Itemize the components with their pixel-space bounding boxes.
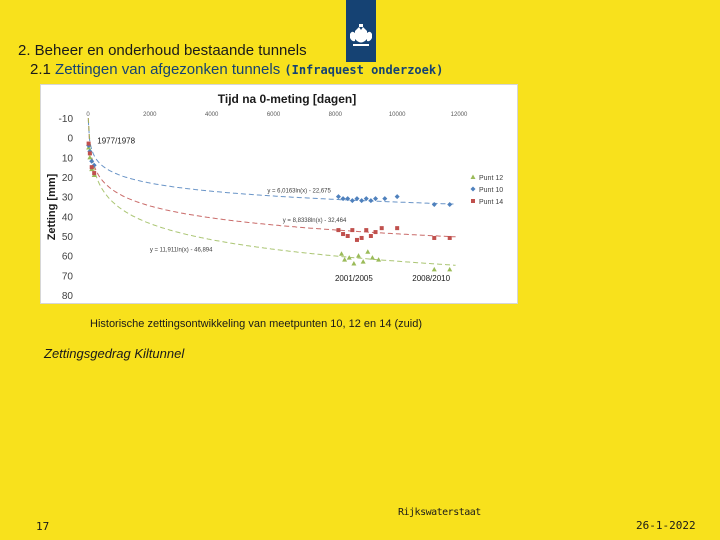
data-point-punt-10 bbox=[447, 202, 453, 208]
data-point-punt-14 bbox=[89, 165, 94, 170]
legend-marker bbox=[470, 174, 476, 179]
organization-name: Rijkswaterstaat bbox=[398, 507, 481, 518]
data-point-punt-14 bbox=[368, 234, 373, 238]
figure-caption: Zettingsgedrag Kiltunnel bbox=[44, 346, 185, 361]
data-point-punt-10 bbox=[363, 196, 369, 202]
trendline-equation: y = 6,0163ln(x) - 22,675 bbox=[267, 189, 331, 195]
data-point-punt-12 bbox=[360, 259, 366, 264]
data-point-punt-14 bbox=[395, 226, 400, 231]
legend-marker bbox=[471, 199, 475, 203]
data-point-punt-10 bbox=[335, 194, 341, 200]
data-point-punt-14 bbox=[432, 235, 437, 240]
y-tick-label: 0 bbox=[67, 134, 73, 145]
x-tick-label: 8000 bbox=[329, 112, 343, 118]
footer bbox=[0, 500, 720, 540]
data-point-punt-12 bbox=[342, 257, 348, 262]
y-tick-label: 10 bbox=[62, 153, 74, 164]
data-point-punt-12 bbox=[351, 261, 357, 266]
data-point-punt-10 bbox=[354, 196, 360, 202]
data-point-punt-10 bbox=[349, 198, 355, 204]
chart-annotation: 2001/2005 bbox=[335, 274, 373, 283]
header-line-2-main: Zettingen van afgezonken tunnels bbox=[55, 61, 281, 78]
data-point-punt-14 bbox=[345, 234, 350, 238]
data-point-punt-10 bbox=[368, 198, 374, 204]
page-number: 17 bbox=[36, 520, 50, 533]
slide-date: 26-1-2022 bbox=[636, 519, 696, 532]
x-tick-label: 4000 bbox=[205, 112, 219, 118]
x-tick-label: 10000 bbox=[389, 112, 406, 118]
data-point-punt-12 bbox=[356, 253, 362, 258]
y-tick-label: 20 bbox=[62, 173, 74, 184]
y-tick-label: 60 bbox=[62, 252, 74, 263]
data-point-punt-10 bbox=[345, 196, 351, 202]
data-point-punt-12 bbox=[369, 255, 375, 260]
data-point-punt-12 bbox=[87, 154, 93, 160]
data-point-punt-12 bbox=[431, 266, 437, 272]
header-line-2-prefix: 2.1 bbox=[30, 61, 56, 78]
trendline-punt-14 bbox=[87, 117, 456, 238]
data-point-punt-10 bbox=[382, 196, 388, 202]
y-tick-label: -10 bbox=[59, 114, 74, 125]
data-point-punt-12 bbox=[376, 257, 382, 262]
x-tick-label: 6000 bbox=[267, 112, 281, 118]
data-point-punt-14 bbox=[86, 141, 91, 146]
data-point-punt-14 bbox=[379, 226, 384, 231]
data-point-punt-14 bbox=[92, 171, 97, 176]
data-point-punt-14 bbox=[364, 228, 369, 233]
data-point-punt-14 bbox=[354, 237, 359, 242]
y-tick-label: 70 bbox=[62, 271, 74, 282]
chart-annotation: 1977/1978 bbox=[97, 137, 135, 146]
data-point-punt-14 bbox=[447, 235, 452, 240]
data-point-punt-14 bbox=[373, 230, 378, 235]
legend-marker bbox=[470, 186, 476, 192]
trendline-equation: y = 8,8338ln(x) - 32,464 bbox=[283, 218, 347, 224]
data-point-punt-12 bbox=[346, 255, 352, 260]
data-point-punt-14 bbox=[341, 232, 346, 237]
data-point-punt-14 bbox=[359, 235, 364, 240]
header-line-2-small: (Infraquest onderzoek) bbox=[284, 63, 444, 77]
x-tick-label: 0 bbox=[86, 112, 90, 118]
legend-label: Punt 10 bbox=[479, 187, 503, 194]
legend-label: Punt 12 bbox=[479, 175, 503, 182]
data-point-punt-14 bbox=[336, 228, 341, 233]
logo bbox=[346, 0, 376, 62]
data-point-punt-12 bbox=[339, 251, 345, 256]
chart-container: Tijd na 0-meting [dagen] Zetting [mm] 0 200… bbox=[40, 84, 518, 304]
y-tick-label: 30 bbox=[62, 193, 74, 204]
legend-label: Punt 14 bbox=[479, 199, 503, 206]
chart-title: Tijd na 0-meting [dagen] bbox=[218, 92, 356, 106]
x-tick-label: 2000 bbox=[143, 112, 157, 118]
data-point-punt-12 bbox=[447, 266, 453, 272]
trendline-punt-10 bbox=[87, 120, 456, 205]
chart: Tijd na 0-meting [dagen]Zetting [mm]0 200… bbox=[46, 92, 503, 302]
data-point-punt-10 bbox=[394, 194, 400, 200]
coat-of-arms-icon bbox=[350, 24, 372, 46]
data-point-punt-14 bbox=[87, 151, 92, 156]
data-point-punt-12 bbox=[365, 249, 371, 254]
x-tick-label: 12000 bbox=[451, 112, 468, 118]
y-tick-label: 40 bbox=[62, 212, 74, 223]
header-line-2: 2.1 Zettingen van afgezonken tunnels (In… bbox=[30, 61, 443, 78]
chart-annotation: 2008/2010 bbox=[412, 274, 450, 283]
chart-subtitle: Historische zettingsontwikkeling van mee… bbox=[90, 318, 423, 330]
y-tick-label: 50 bbox=[62, 232, 74, 243]
y-axis-label: Zetting [mm] bbox=[46, 173, 58, 240]
data-point-punt-10 bbox=[340, 196, 346, 202]
trendline-equation: y = 11,911ln(x) - 46,894 bbox=[150, 248, 213, 254]
y-tick-label: 80 bbox=[62, 291, 74, 302]
data-point-punt-10 bbox=[359, 198, 365, 204]
data-point-punt-10 bbox=[89, 158, 95, 164]
data-point-punt-10 bbox=[431, 202, 437, 208]
data-point-punt-14 bbox=[350, 228, 355, 233]
header-line-1: 2. Beheer en onderhoud bestaande tunnels bbox=[18, 42, 307, 59]
trendline-punt-12 bbox=[87, 117, 456, 266]
data-point-punt-10 bbox=[373, 196, 379, 202]
